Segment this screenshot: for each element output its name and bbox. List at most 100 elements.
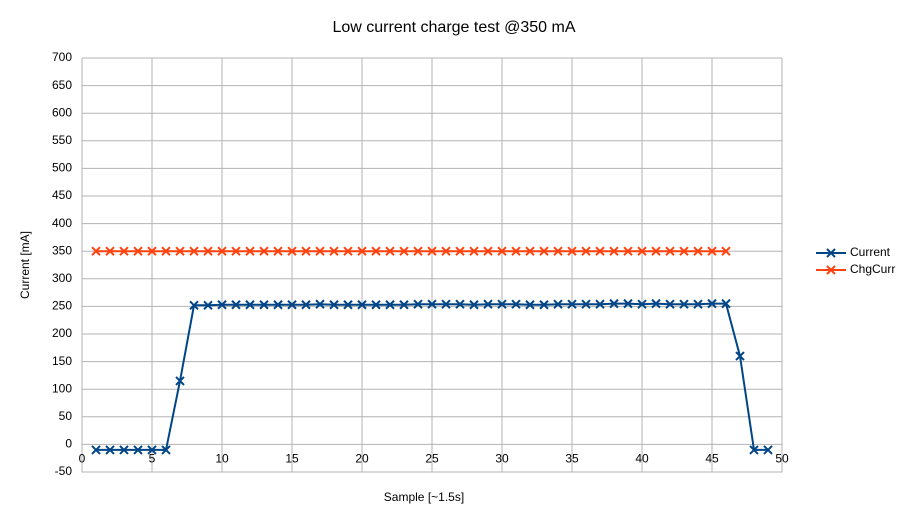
data-marker xyxy=(133,445,143,455)
y-tick-label: 400 xyxy=(52,216,72,230)
legend-label: Current xyxy=(850,245,891,259)
data-marker xyxy=(651,298,661,309)
y-tick-label: 0 xyxy=(65,437,72,451)
x-tick-label: 40 xyxy=(635,452,649,466)
x-tick-label: 5 xyxy=(149,452,156,466)
data-marker xyxy=(707,246,717,256)
data-marker xyxy=(623,298,633,309)
data-marker xyxy=(595,299,605,309)
data-marker xyxy=(637,299,647,309)
y-tick-label: 250 xyxy=(52,299,72,313)
data-marker xyxy=(91,445,101,455)
data-marker xyxy=(147,445,157,455)
data-marker xyxy=(693,246,703,256)
data-marker xyxy=(343,246,353,256)
data-marker xyxy=(259,246,269,256)
y-tick-label: 450 xyxy=(52,188,72,202)
data-marker xyxy=(441,246,451,256)
data-marker xyxy=(329,246,339,256)
data-marker xyxy=(329,300,339,310)
data-marker xyxy=(161,445,171,455)
data-marker xyxy=(399,300,409,310)
data-marker xyxy=(665,246,675,256)
data-marker xyxy=(763,445,773,455)
data-marker xyxy=(693,299,703,309)
data-marker xyxy=(315,299,325,309)
data-marker xyxy=(119,445,129,455)
data-marker xyxy=(217,300,227,310)
data-marker xyxy=(721,246,731,256)
data-marker xyxy=(203,300,213,311)
data-marker xyxy=(427,299,437,309)
data-marker xyxy=(189,300,199,311)
data-marker xyxy=(427,246,437,256)
data-marker xyxy=(105,246,115,256)
y-tick-label: 550 xyxy=(52,133,72,147)
x-axis-label: Sample [~1.5s] xyxy=(384,490,464,504)
data-marker xyxy=(567,299,577,309)
data-marker xyxy=(707,298,717,309)
data-marker xyxy=(119,246,129,256)
data-marker xyxy=(581,299,591,309)
data-marker xyxy=(91,246,101,256)
data-marker xyxy=(105,445,115,455)
data-marker xyxy=(511,299,521,309)
data-marker xyxy=(581,246,591,256)
data-marker xyxy=(203,246,213,256)
data-marker xyxy=(399,246,409,256)
data-marker xyxy=(469,300,479,310)
data-marker xyxy=(483,299,493,309)
data-marker xyxy=(357,300,367,310)
data-marker xyxy=(497,299,507,309)
data-marker xyxy=(553,299,563,309)
data-marker xyxy=(301,300,311,310)
data-marker xyxy=(721,298,731,309)
data-marker xyxy=(525,300,535,310)
data-marker xyxy=(413,299,423,309)
x-tick-label: 50 xyxy=(775,452,789,466)
x-tick-label: 30 xyxy=(495,452,509,466)
y-tick-label: 500 xyxy=(52,161,72,175)
y-tick-label: 50 xyxy=(59,409,73,423)
data-marker xyxy=(245,246,255,256)
x-tick-label: 10 xyxy=(215,452,229,466)
data-marker xyxy=(609,298,619,309)
data-marker xyxy=(371,300,381,310)
data-marker xyxy=(609,246,619,256)
data-marker xyxy=(469,246,479,256)
data-marker xyxy=(497,246,507,256)
x-tick-label: 15 xyxy=(285,452,299,466)
legend-marker xyxy=(826,265,836,275)
y-tick-label: 100 xyxy=(52,381,72,395)
data-marker xyxy=(287,246,297,256)
data-marker xyxy=(539,300,549,310)
x-tick-label: 25 xyxy=(425,452,439,466)
data-marker xyxy=(455,299,465,309)
data-marker xyxy=(315,246,325,256)
y-tick-label: 350 xyxy=(52,243,72,257)
legend-label: ChgCurr xyxy=(850,262,895,276)
data-marker xyxy=(301,246,311,256)
y-tick-label: 650 xyxy=(52,78,72,92)
data-marker xyxy=(343,300,353,310)
data-marker xyxy=(567,246,577,256)
y-tick-label: 300 xyxy=(52,271,72,285)
data-marker xyxy=(385,300,395,310)
data-marker xyxy=(217,246,227,256)
y-tick-label: 700 xyxy=(52,50,72,64)
data-marker xyxy=(483,246,493,256)
data-marker xyxy=(553,246,563,256)
data-marker xyxy=(441,299,451,309)
data-marker xyxy=(455,246,465,256)
chart-title: Low current charge test @350 mA xyxy=(332,19,575,36)
data-marker xyxy=(189,246,199,256)
data-marker xyxy=(161,246,171,256)
data-marker xyxy=(245,300,255,310)
data-marker xyxy=(511,246,521,256)
legend-marker xyxy=(826,248,836,258)
data-marker xyxy=(273,300,283,310)
data-marker xyxy=(749,445,759,455)
data-marker xyxy=(679,299,689,309)
